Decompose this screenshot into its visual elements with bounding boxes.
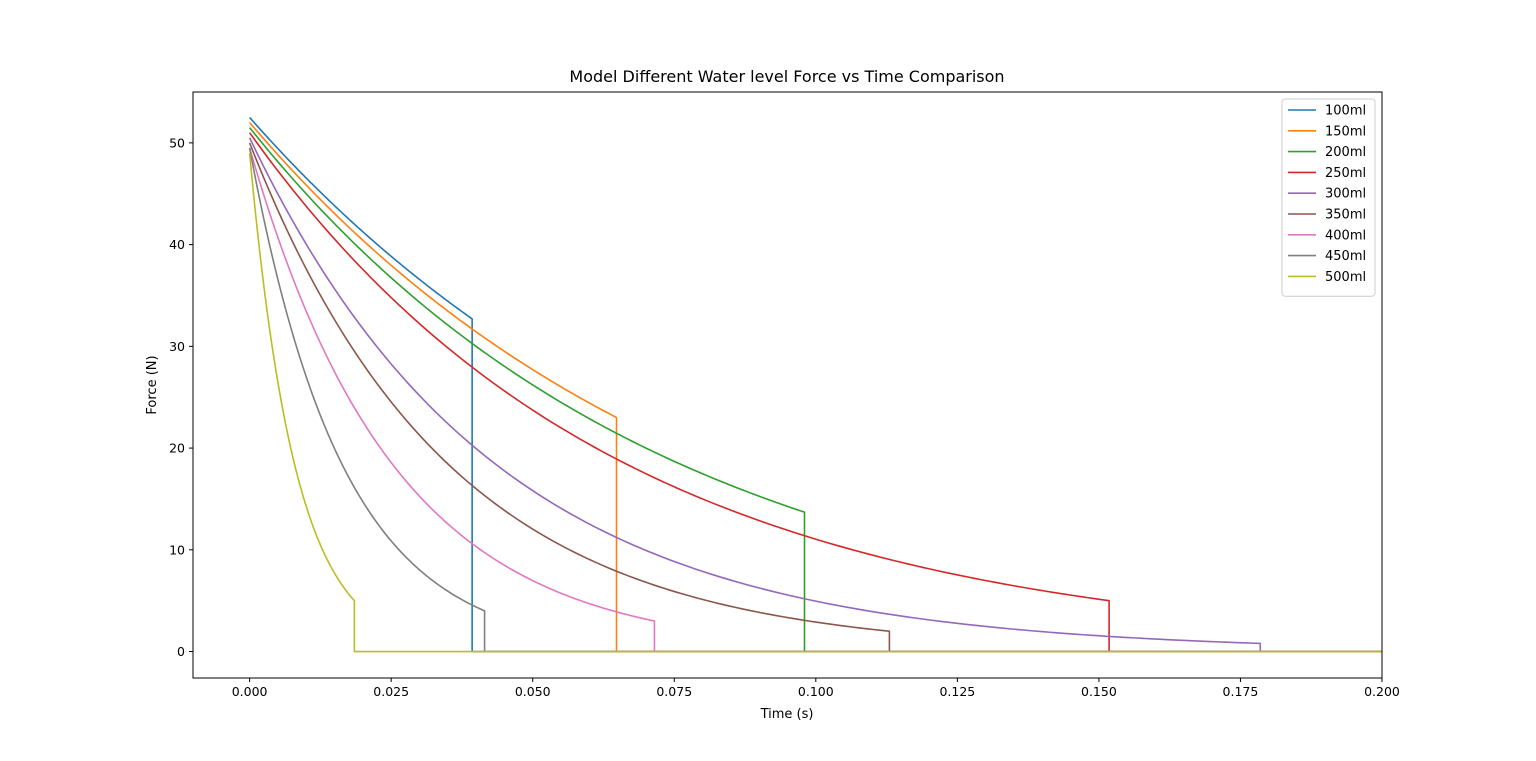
y-axis: 0 10 20 30 40 50 bbox=[169, 135, 193, 659]
series-line-250ml bbox=[248, 132, 1382, 653]
legend-label: 200ml bbox=[1325, 145, 1366, 160]
legend-label: 500ml bbox=[1325, 270, 1366, 285]
series-line-150ml bbox=[249, 122, 1382, 653]
x-tick-label: 0.050 bbox=[515, 684, 551, 699]
x-tick-label: 0.150 bbox=[1081, 684, 1117, 699]
x-tick-label: 0.025 bbox=[373, 684, 409, 699]
legend-label: 350ml bbox=[1325, 208, 1366, 223]
y-axis-label: Force (N) bbox=[145, 355, 160, 414]
x-tick-label: 0.125 bbox=[939, 684, 975, 699]
series-line-400ml bbox=[248, 147, 1382, 653]
legend: 100ml 150ml 200ml 250ml 300ml 350ml 400ml 450ml… bbox=[1281, 98, 1376, 297]
legend-label: 400ml bbox=[1325, 228, 1366, 243]
legend-label: 100ml bbox=[1325, 104, 1366, 119]
axes-frame bbox=[192, 91, 1383, 679]
y-tick-label: 0 bbox=[177, 644, 185, 659]
y-tick-label: 50 bbox=[169, 135, 185, 150]
x-tick-label: 0.000 bbox=[232, 684, 268, 699]
x-tick-label: 0.100 bbox=[798, 684, 834, 699]
x-tick-label: 0.175 bbox=[1223, 684, 1259, 699]
y-tick-label: 30 bbox=[169, 339, 185, 354]
x-axis-label: Time (s) bbox=[760, 707, 814, 722]
legend-label: 450ml bbox=[1325, 249, 1366, 264]
y-tick-label: 10 bbox=[169, 542, 185, 557]
y-tick-label: 40 bbox=[169, 237, 185, 252]
series-line-450ml bbox=[248, 147, 1382, 653]
x-tick-label: 0.200 bbox=[1364, 684, 1400, 699]
x-tick-label: 0.075 bbox=[656, 684, 692, 699]
y-tick-label: 20 bbox=[169, 441, 185, 456]
legend-label: 150ml bbox=[1325, 124, 1366, 139]
series-line-350ml bbox=[248, 142, 1382, 653]
legend-label: 300ml bbox=[1325, 187, 1366, 202]
legend-label: 250ml bbox=[1325, 166, 1366, 181]
legend-box bbox=[1281, 98, 1376, 297]
chart-title: Model Different Water level Force vs Tim… bbox=[569, 67, 1004, 86]
series-line-500ml bbox=[248, 152, 1382, 653]
series-line-300ml bbox=[248, 137, 1382, 653]
series-line-100ml bbox=[249, 116, 1382, 653]
plot-area bbox=[248, 116, 1382, 653]
x-axis: 0.000 0.025 0.050 0.075 0.100 0.125 0.150 0.175… bbox=[232, 678, 1400, 699]
series-line-200ml bbox=[248, 127, 1382, 653]
